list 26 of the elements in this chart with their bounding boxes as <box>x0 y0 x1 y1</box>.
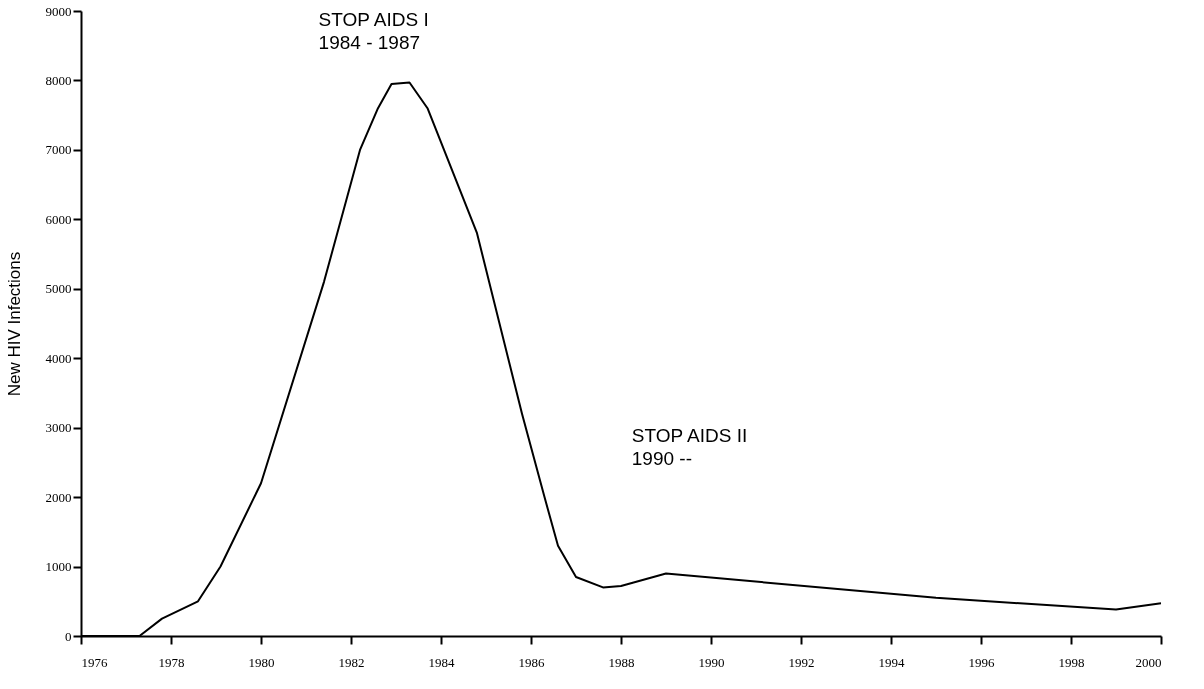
y-tick-label: 3000 <box>45 420 72 436</box>
x-tick-label: 1986 <box>518 654 545 670</box>
x-tick-label: 1990 <box>698 654 725 670</box>
x-tick-label: 1978 <box>158 654 185 670</box>
x-tick-label: 1982 <box>338 654 365 670</box>
x-tick-label: 1992 <box>788 654 815 670</box>
x-tick-label: 1996 <box>968 654 995 670</box>
annotation: STOP AIDS I 1984 - 1987 <box>318 9 429 53</box>
x-tick-label: 1988 <box>608 654 635 670</box>
annotation: STOP AIDS II 1990 -- <box>631 424 748 469</box>
y-tick-label: 8000 <box>45 72 72 88</box>
y-tick-label: 4000 <box>45 350 72 366</box>
y-tick-label: 9000 <box>45 3 72 19</box>
y-tick-label: 1000 <box>45 559 72 575</box>
y-tick-label: 6000 <box>45 211 72 227</box>
x-tick-label: 1984 <box>428 654 455 670</box>
x-tick-label: 1980 <box>248 654 275 670</box>
y-axis-title: New HIV Infections <box>4 251 24 397</box>
y-tick-label: 2000 <box>45 489 72 505</box>
x-tick-label: 1976 <box>81 654 108 670</box>
x-tick-label: 1998 <box>1058 654 1085 670</box>
x-tick-label: 1994 <box>878 654 905 670</box>
y-tick-label: 5000 <box>45 281 72 297</box>
y-tick-label: 0 <box>65 628 72 644</box>
y-tick-label: 7000 <box>45 142 72 158</box>
x-tick-label: 2000 <box>1135 654 1162 670</box>
